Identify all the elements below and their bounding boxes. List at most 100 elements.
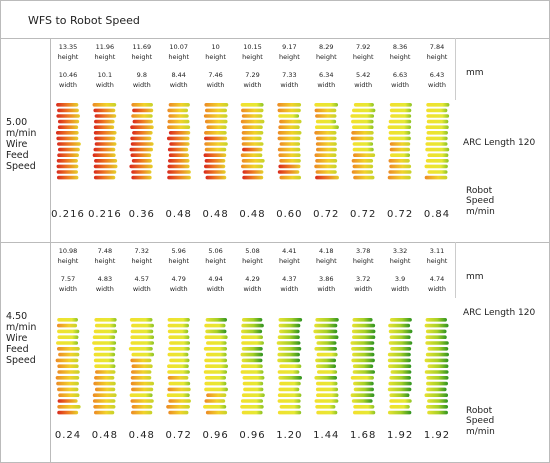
height-label: height bbox=[205, 257, 226, 265]
weld-bead bbox=[204, 335, 228, 339]
weld-bead bbox=[316, 352, 338, 357]
weld-bead bbox=[241, 318, 263, 322]
weld-bead bbox=[166, 405, 190, 409]
weld-bead bbox=[277, 347, 302, 351]
weld-bead bbox=[314, 131, 337, 135]
weld-bead bbox=[203, 370, 228, 374]
weld-bead bbox=[316, 341, 337, 345]
weld-bead bbox=[130, 136, 152, 141]
weld-bead bbox=[206, 393, 227, 397]
height-label: height bbox=[94, 53, 116, 61]
weld-bead bbox=[425, 318, 447, 322]
weld-bead bbox=[203, 153, 227, 157]
weld-bead bbox=[426, 381, 448, 386]
weld-bead bbox=[390, 153, 411, 157]
weld-bead bbox=[425, 352, 449, 357]
weld-bead bbox=[278, 125, 300, 129]
weld-bead bbox=[241, 114, 263, 118]
weld-bead bbox=[240, 399, 263, 403]
weld-bead bbox=[204, 381, 227, 386]
weld-bead bbox=[277, 370, 300, 374]
weld-bead bbox=[279, 329, 300, 334]
speed-label: Robot Speed m/min bbox=[466, 406, 495, 437]
weld-bead bbox=[131, 170, 152, 174]
weld-bead bbox=[93, 175, 116, 180]
weld-bead bbox=[390, 347, 412, 351]
height-label: height bbox=[352, 53, 374, 61]
robot-speed: 0.48 bbox=[239, 209, 266, 220]
width-label: width bbox=[428, 81, 446, 89]
weld-bead bbox=[315, 119, 337, 124]
weld-bead bbox=[94, 114, 117, 118]
weld-bead bbox=[130, 329, 154, 334]
weld-bead bbox=[240, 103, 264, 107]
width-label: width bbox=[243, 285, 262, 293]
weld-bead bbox=[388, 170, 412, 174]
weld-bead bbox=[131, 159, 152, 163]
weld-bead bbox=[314, 103, 339, 107]
weld-bead bbox=[204, 142, 228, 146]
wfs-label: 4.50 m/min Wire Feed Speed bbox=[6, 311, 37, 366]
weld-bead bbox=[168, 335, 190, 339]
weld-bead bbox=[351, 347, 375, 351]
arc-length: ARC Length 120 bbox=[463, 138, 536, 148]
weld-bead bbox=[168, 131, 191, 135]
weld-bead bbox=[425, 335, 447, 339]
weld-bead bbox=[204, 147, 227, 152]
weld-bead bbox=[387, 125, 412, 129]
weld-bead bbox=[389, 164, 412, 169]
weld-bead bbox=[241, 341, 264, 345]
weld-bead bbox=[351, 131, 374, 135]
robot-speed: 0.96 bbox=[202, 430, 229, 441]
weld-bead bbox=[316, 381, 338, 386]
weld-bead bbox=[427, 399, 448, 403]
weld-bead bbox=[352, 364, 374, 368]
height-label: height bbox=[168, 53, 190, 61]
weld-bead bbox=[169, 142, 190, 146]
weld-bead bbox=[314, 108, 337, 113]
robot-speed: 0.84 bbox=[423, 209, 451, 220]
robot-speed: 1.20 bbox=[276, 430, 303, 441]
weld-bead bbox=[426, 387, 447, 392]
weld-bead bbox=[129, 147, 153, 152]
weld-bead bbox=[277, 103, 302, 107]
bead-height: 4.18 bbox=[319, 247, 334, 255]
weld-bead bbox=[167, 147, 189, 152]
width-label: width bbox=[169, 81, 188, 89]
weld-bead bbox=[317, 370, 338, 374]
weld-bead bbox=[241, 136, 262, 141]
weld-bead bbox=[278, 114, 300, 118]
weld-bead bbox=[352, 370, 375, 374]
weld-bead bbox=[242, 147, 263, 152]
weld-bead bbox=[389, 405, 410, 409]
weld-bead bbox=[131, 364, 153, 368]
weld-bead bbox=[353, 153, 376, 157]
weld-bead bbox=[315, 142, 337, 146]
robot-speed: 0.48 bbox=[165, 209, 192, 220]
weld-bead bbox=[94, 119, 115, 124]
weld-bead bbox=[315, 387, 339, 392]
weld-bead bbox=[426, 103, 450, 107]
weld-bead bbox=[316, 410, 338, 415]
weld-bead bbox=[351, 119, 374, 124]
bead-width: 6.34 bbox=[319, 71, 334, 79]
weld-bead bbox=[57, 318, 78, 322]
weld-bead bbox=[132, 119, 153, 124]
weld-bead bbox=[57, 153, 79, 157]
height-label: height bbox=[389, 257, 411, 265]
weld-bead bbox=[132, 108, 154, 113]
weld-bead bbox=[94, 142, 117, 146]
weld-bead bbox=[240, 164, 264, 169]
weld-bead bbox=[241, 323, 264, 328]
weld-bead bbox=[242, 175, 264, 180]
weld-bead bbox=[204, 159, 226, 163]
bead-width: 10.1 bbox=[97, 71, 113, 79]
robot-speed: 0.36 bbox=[128, 209, 155, 220]
unit-label: mm bbox=[466, 272, 484, 282]
height-label: height bbox=[57, 257, 79, 265]
weld-bead bbox=[57, 370, 80, 374]
weld-bead bbox=[241, 131, 264, 135]
weld-bead bbox=[352, 352, 375, 357]
bead-height: 10 bbox=[211, 43, 220, 51]
weld-bead bbox=[92, 335, 116, 339]
